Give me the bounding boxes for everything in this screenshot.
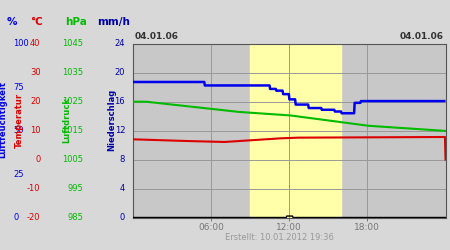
Text: 0: 0 xyxy=(120,213,125,222)
Text: 12: 12 xyxy=(115,126,125,135)
Text: hPa: hPa xyxy=(65,18,87,28)
Text: 20: 20 xyxy=(30,97,40,106)
Text: Temperatur: Temperatur xyxy=(15,92,24,148)
Text: Luftfeuchtigkeit: Luftfeuchtigkeit xyxy=(0,82,8,158)
Text: -10: -10 xyxy=(27,184,40,193)
Text: Erstellt: 10.01.2012 19:36: Erstellt: 10.01.2012 19:36 xyxy=(225,234,333,242)
Text: 0: 0 xyxy=(14,213,19,222)
Text: 75: 75 xyxy=(14,83,24,92)
Text: 1005: 1005 xyxy=(62,155,83,164)
Text: 24: 24 xyxy=(115,39,125,48)
Text: 995: 995 xyxy=(68,184,83,193)
Text: 8: 8 xyxy=(120,155,125,164)
Text: 40: 40 xyxy=(30,39,40,48)
Text: 25: 25 xyxy=(14,170,24,178)
Text: 20: 20 xyxy=(115,68,125,77)
Text: 4: 4 xyxy=(120,184,125,193)
Text: °C: °C xyxy=(31,18,43,28)
Text: 50: 50 xyxy=(14,126,24,135)
Text: 10: 10 xyxy=(30,126,40,135)
Text: Niederschlag: Niederschlag xyxy=(107,89,116,151)
Text: 04.01.06: 04.01.06 xyxy=(399,32,443,41)
Text: Luftdruck: Luftdruck xyxy=(62,97,71,143)
Text: 1025: 1025 xyxy=(62,97,83,106)
Text: 0: 0 xyxy=(35,155,40,164)
Bar xyxy=(250,44,341,218)
Text: 1035: 1035 xyxy=(62,68,83,77)
Text: 04.01.06: 04.01.06 xyxy=(135,32,179,41)
Text: mm/h: mm/h xyxy=(97,18,130,28)
Text: 985: 985 xyxy=(68,213,83,222)
Text: -20: -20 xyxy=(27,213,40,222)
Text: 1015: 1015 xyxy=(62,126,83,135)
Text: 16: 16 xyxy=(114,97,125,106)
Text: 1045: 1045 xyxy=(62,39,83,48)
Text: 100: 100 xyxy=(14,39,29,48)
Text: %: % xyxy=(7,18,17,28)
Text: 30: 30 xyxy=(30,68,40,77)
